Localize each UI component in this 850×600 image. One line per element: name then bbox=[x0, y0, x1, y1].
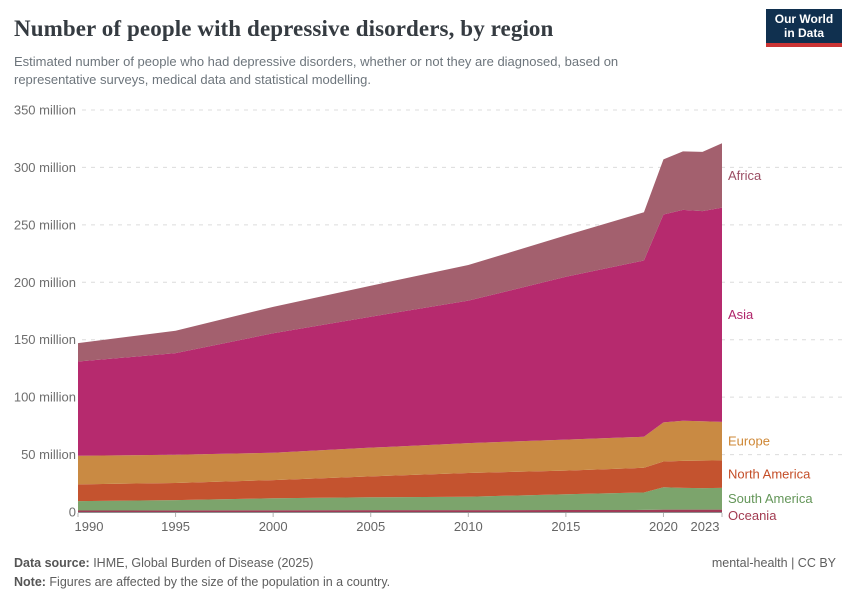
note-line: Note: Figures are affected by the size o… bbox=[14, 575, 390, 589]
subtitle-line: representative surveys, medical data and… bbox=[14, 72, 371, 87]
area-south-america[interactable] bbox=[78, 487, 722, 511]
note-label: Note: bbox=[14, 575, 46, 589]
series-label-oceania: Oceania bbox=[728, 508, 777, 523]
page-title: Number of people with depressive disorde… bbox=[14, 16, 554, 41]
data-source-value: IHME, Global Burden of Disease (2025) bbox=[89, 556, 314, 570]
x-axis-tick-label: 2005 bbox=[356, 519, 385, 534]
x-axis-tick-label: 2020 bbox=[649, 519, 678, 534]
series-label-asia: Asia bbox=[728, 307, 754, 322]
note-value: Figures are affected by the size of the … bbox=[45, 575, 391, 589]
x-axis-tick-label: 1995 bbox=[161, 519, 190, 534]
x-axis-tick-label: 2010 bbox=[454, 519, 483, 534]
area-asia[interactable] bbox=[78, 207, 722, 456]
chart-subtitle: Estimated number of people who had depre… bbox=[14, 53, 744, 89]
x-axis-tick-label: 2023 bbox=[691, 519, 720, 534]
area-oceania[interactable] bbox=[78, 509, 722, 512]
data-source-line: Data source: IHME, Global Burden of Dise… bbox=[14, 554, 313, 573]
series-label-south-america: South America bbox=[728, 491, 813, 506]
series-label-europe: Europe bbox=[728, 434, 770, 449]
owid-logo-line1: Our World bbox=[774, 12, 834, 26]
y-axis-tick-label: 250 million bbox=[14, 217, 76, 232]
area-africa[interactable] bbox=[78, 143, 722, 362]
owid-logo-line2: in Data bbox=[783, 26, 824, 40]
stacked-area-chart[interactable]: 0 50 million 100 million 150 million 200 mil… bbox=[0, 0, 850, 545]
y-axis-tick-label: 50 million bbox=[21, 447, 76, 462]
y-axis-tick-label: 0 bbox=[69, 505, 76, 520]
data-source-label: Data source: bbox=[14, 556, 90, 570]
license-text[interactable]: mental-health | CC BY bbox=[711, 556, 836, 570]
owid-logo[interactable]: Our World in Data bbox=[766, 9, 842, 47]
x-axis-tick-label: 2015 bbox=[551, 519, 580, 534]
chart-footer: Data source: IHME, Global Burden of Dise… bbox=[0, 554, 850, 592]
y-axis-tick-label: 100 million bbox=[14, 390, 76, 405]
y-axis-tick-label: 300 million bbox=[14, 160, 76, 175]
y-axis-tick-label: 150 million bbox=[14, 332, 76, 347]
y-axis-tick-label: 350 million bbox=[14, 103, 76, 118]
series-label-africa: Africa bbox=[728, 168, 762, 183]
subtitle-line: Estimated number of people who had depre… bbox=[14, 54, 619, 69]
x-axis-tick-label: 1990 bbox=[75, 519, 104, 534]
series-label-north-america: North America bbox=[728, 467, 811, 482]
area-north-america[interactable] bbox=[78, 460, 722, 502]
area-europe[interactable] bbox=[78, 420, 722, 485]
y-axis-tick-label: 200 million bbox=[14, 275, 76, 290]
x-axis-tick-label: 2000 bbox=[259, 519, 288, 534]
